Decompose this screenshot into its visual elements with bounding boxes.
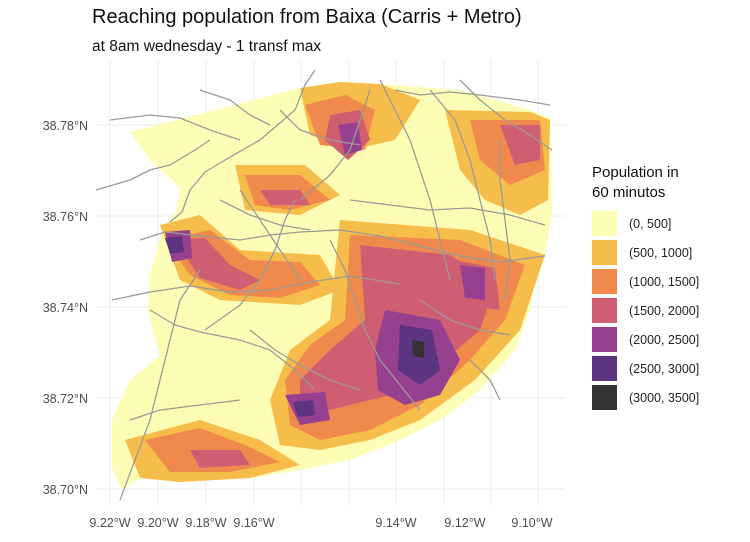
legend-item: (1500, 2000]	[592, 296, 699, 325]
legend-label: (1000, 1500]	[629, 274, 700, 289]
x-tick-label: 9.20°W	[137, 516, 178, 530]
legend-title: Population in 60 minutos	[592, 163, 699, 203]
legend-swatch	[592, 269, 617, 294]
legend-title-line: 60 minutos	[592, 184, 666, 201]
legend-swatch	[592, 327, 617, 352]
legend-item: (500, 1000]	[592, 238, 699, 267]
chart-title: Reaching population from Baixa (Carris +…	[92, 6, 522, 28]
legend-label: (0, 500]	[629, 216, 672, 231]
y-tick-label: 38.74°N	[43, 301, 88, 315]
legend-label: (500, 1000]	[629, 245, 693, 260]
x-axis-ticks: 9.22°W 9.20°W 9.18°W 9.16°W 9.14°W 9.12°…	[89, 516, 552, 530]
legend-label: (3000, 3500]	[629, 390, 700, 405]
y-tick-label: 38.78°N	[43, 119, 88, 133]
legend-label: (1500, 2000]	[629, 303, 700, 318]
y-tick-label: 38.76°N	[43, 210, 88, 224]
chart-subtitle: at 8am wednesday - 1 transf max	[92, 38, 322, 55]
legend-swatch	[592, 356, 617, 381]
x-tick-label: 9.10°W	[511, 516, 552, 530]
y-tick-label: 38.70°N	[43, 483, 88, 497]
legend-item: (2500, 3000]	[592, 354, 699, 383]
legend-label: (2500, 3000]	[629, 361, 700, 376]
y-axis-ticks: 38.78°N 38.76°N 38.74°N 38.72°N 38.70°N	[43, 119, 88, 497]
legend-swatch	[592, 240, 617, 265]
legend-item: (3000, 3500]	[592, 383, 699, 412]
legend-swatch	[592, 298, 617, 323]
legend-item: (2000, 2500]	[592, 325, 699, 354]
legend-title-line: Population in	[592, 164, 679, 181]
legend-label: (2000, 2500]	[629, 332, 700, 347]
x-tick-label: 9.14°W	[375, 516, 416, 530]
x-tick-label: 9.16°W	[233, 516, 274, 530]
legend-swatch	[592, 385, 617, 410]
legend-swatch	[592, 211, 617, 236]
y-tick-label: 38.72°N	[43, 392, 88, 406]
population-area-level-7	[412, 340, 424, 358]
x-tick-label: 9.18°W	[185, 516, 226, 530]
legend-item: (0, 500]	[592, 209, 699, 238]
x-tick-label: 9.12°W	[444, 516, 485, 530]
road-network	[95, 69, 553, 501]
legend: Population in 60 minutos (0, 500] (500, …	[592, 163, 699, 412]
x-tick-label: 9.22°W	[89, 516, 130, 530]
legend-item: (1000, 1500]	[592, 267, 699, 296]
